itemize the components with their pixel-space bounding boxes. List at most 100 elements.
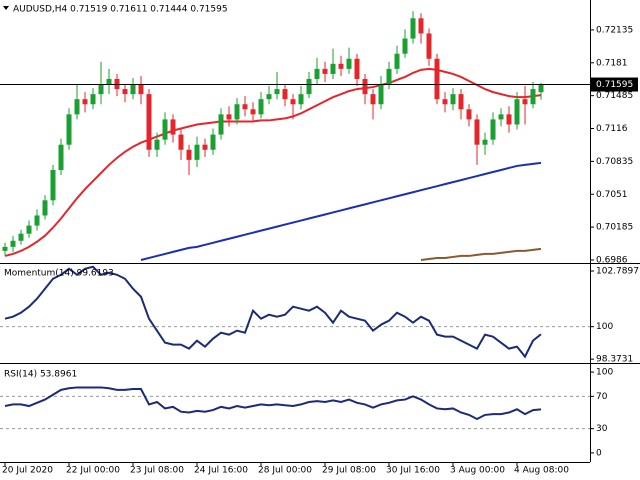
candle-body: [42, 200, 48, 216]
candle-body: [274, 89, 280, 95]
y-tick-label: 100: [596, 368, 613, 378]
y-tick-label: 0.70835: [596, 157, 633, 167]
candle-body: [394, 53, 400, 69]
x-tick-label: 30 Jul 16:00: [386, 466, 440, 476]
candle-body: [506, 114, 512, 125]
candle-body: [234, 104, 240, 120]
price-label: 0.71595: [596, 80, 633, 90]
candle-body: [130, 84, 136, 95]
candle-body: [530, 89, 536, 105]
candle-body: [26, 225, 32, 234]
candle-body: [490, 119, 496, 140]
indicator-title: RSI(14) 53.8961: [4, 370, 77, 380]
candle-body: [162, 119, 168, 140]
x-tick-label: 22 Jul 00:00: [66, 466, 120, 476]
y-tick-label: 0.71485: [596, 91, 633, 101]
candle-body: [98, 84, 104, 95]
candle-body: [90, 94, 96, 105]
y-tick-label: 98.3731: [596, 355, 633, 365]
x-tick-label: 28 Jul 00:00: [258, 466, 312, 476]
candle-body: [250, 109, 256, 115]
candle-body: [66, 114, 72, 145]
candle-body: [154, 139, 160, 150]
x-tick-label: 23 Jul 08:00: [130, 466, 184, 476]
candle-body: [290, 99, 296, 105]
candle-body: [466, 109, 472, 120]
x-tick-label: 20 Jul 2020: [2, 466, 53, 476]
indicator-line: [4, 386, 542, 421]
candle-body: [114, 78, 120, 90]
candle-body: [442, 99, 448, 105]
candle-body: [146, 94, 152, 150]
candle-body: [402, 38, 408, 54]
y-tick-label: 102.7897: [596, 266, 639, 276]
candle-body: [306, 78, 312, 95]
menu-icon: [3, 6, 9, 10]
y-tick-label: 0.7181: [596, 58, 628, 68]
candle-body: [178, 134, 184, 150]
candle-body: [202, 144, 208, 150]
x-tick-label: 29 Jul 08:00: [322, 466, 376, 476]
candle-body: [498, 114, 504, 120]
candle-body: [226, 114, 232, 120]
moving-average: [140, 161, 542, 261]
candle-body: [386, 68, 392, 85]
candle-body: [450, 94, 456, 105]
candle-body: [218, 114, 224, 135]
y-tick-label: 0.7051: [596, 190, 628, 200]
moving-average: [4, 67, 542, 257]
candle-body: [298, 94, 304, 105]
candle-body: [18, 233, 24, 241]
candle-body: [50, 169, 56, 201]
candle-body: [346, 58, 352, 69]
candle-body: [314, 68, 320, 79]
candle-body: [322, 68, 328, 74]
candle-body: [58, 144, 64, 170]
candle-body: [426, 33, 432, 59]
x-tick-label: 4 Aug 08:00: [514, 466, 569, 476]
y-tick-label: 0.6986: [596, 255, 628, 265]
y-tick-label: 0: [596, 448, 602, 458]
candle-body: [2, 246, 8, 251]
candle-body: [410, 18, 416, 39]
candle-body: [186, 149, 192, 160]
y-tick-label: 30: [596, 424, 608, 434]
candle-body: [330, 63, 336, 74]
price-box: [590, 77, 638, 92]
candle-body: [370, 94, 376, 105]
candle-body: [338, 63, 344, 69]
candle-body: [362, 78, 368, 95]
candle-body: [242, 104, 248, 110]
y-tick-label: 100: [596, 322, 613, 332]
candle-body: [82, 99, 88, 105]
y-tick-label: 0.7116: [596, 124, 628, 134]
candle-body: [258, 99, 264, 115]
candle-body: [170, 119, 176, 135]
y-tick-label: 0.72135: [596, 25, 633, 35]
candle-body: [194, 144, 200, 160]
candle-body: [514, 99, 520, 125]
candle-body: [354, 58, 360, 79]
candle-body: [74, 99, 80, 115]
chart-title: AUDUSD,H4 0.71519 0.71611 0.71444 0.7159…: [13, 5, 228, 15]
candle-body: [474, 119, 480, 145]
x-tick-label: 24 Jul 16:00: [194, 466, 248, 476]
candle-body: [458, 94, 464, 110]
candle-body: [138, 84, 144, 95]
candle-body: [538, 84, 544, 93]
candle-body: [34, 215, 40, 226]
candle-body: [122, 89, 128, 95]
candle-body: [282, 89, 288, 100]
candle-body: [434, 58, 440, 100]
candle-body: [106, 78, 112, 85]
y-tick-label: 70: [596, 392, 608, 402]
candle-body: [482, 139, 488, 145]
candle-body: [210, 134, 216, 150]
candle-body: [418, 18, 424, 34]
candle-body: [10, 240, 16, 247]
candle-body: [266, 94, 272, 100]
indicator-line: [4, 265, 542, 359]
candle-body: [522, 99, 528, 105]
